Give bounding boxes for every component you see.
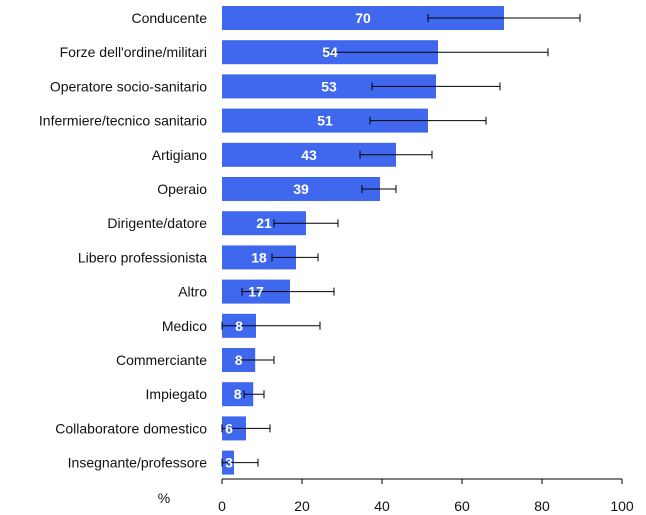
data-label: 6: [225, 420, 233, 436]
data-label: 70: [355, 10, 371, 26]
error-bars-layer: [221, 14, 581, 467]
category-label: Collaboratore domestico: [55, 420, 207, 436]
data-label: 17: [248, 284, 264, 300]
category-label: Conducente: [131, 10, 207, 26]
category-label: Forze dell'ordine/militari: [60, 44, 207, 60]
data-label: 53: [321, 78, 337, 94]
unit-label: %: [158, 490, 170, 506]
data-label: 8: [234, 386, 242, 402]
x-tick-label: 60: [454, 498, 470, 514]
category-label: Artigiano: [152, 147, 207, 163]
data-label: 54: [322, 44, 338, 60]
data-label: 8: [235, 352, 243, 368]
data-label: 18: [251, 249, 267, 265]
bar: [222, 177, 380, 201]
x-tick-label: 100: [610, 498, 634, 514]
x-axis: 0 20 40 60 80 100: [218, 478, 634, 514]
category-label: Insegnante/professore: [68, 455, 208, 471]
data-label: 21: [256, 215, 272, 231]
data-label: 8: [235, 318, 243, 334]
category-label: Medico: [162, 318, 207, 334]
category-label: Dirigente/datore: [107, 215, 207, 231]
x-tick-label: 40: [374, 498, 390, 514]
data-label: 3: [225, 455, 233, 471]
x-tick-label: 0: [218, 498, 226, 514]
bars-layer: [222, 6, 504, 475]
category-label: Altro: [178, 284, 207, 300]
data-label: 51: [317, 113, 333, 129]
category-label: Impiegato: [146, 386, 208, 402]
category-label: Commerciante: [116, 352, 207, 368]
category-label: Operaio: [157, 181, 207, 197]
category-label: Libero professionista: [78, 249, 207, 265]
data-label: 43: [301, 147, 317, 163]
labels-layer: Conducente 70 Forze dell'ordine/militari 54…: [39, 10, 371, 471]
category-label: Infermiere/tecnico sanitario: [39, 113, 207, 129]
category-label: Operatore socio-sanitario: [50, 78, 207, 94]
x-tick-label: 80: [534, 498, 550, 514]
x-tick-label: 20: [294, 498, 310, 514]
data-label: 39: [293, 181, 309, 197]
